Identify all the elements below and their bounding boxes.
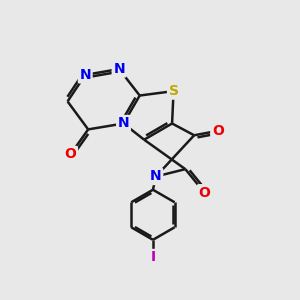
Text: O: O — [199, 186, 210, 200]
Text: O: O — [212, 124, 224, 138]
Text: N: N — [80, 68, 91, 82]
Text: N: N — [118, 116, 129, 130]
Text: N: N — [150, 169, 162, 184]
Text: S: S — [169, 84, 178, 98]
Text: O: O — [64, 147, 76, 161]
Text: N: N — [113, 62, 125, 76]
Text: I: I — [150, 250, 155, 265]
